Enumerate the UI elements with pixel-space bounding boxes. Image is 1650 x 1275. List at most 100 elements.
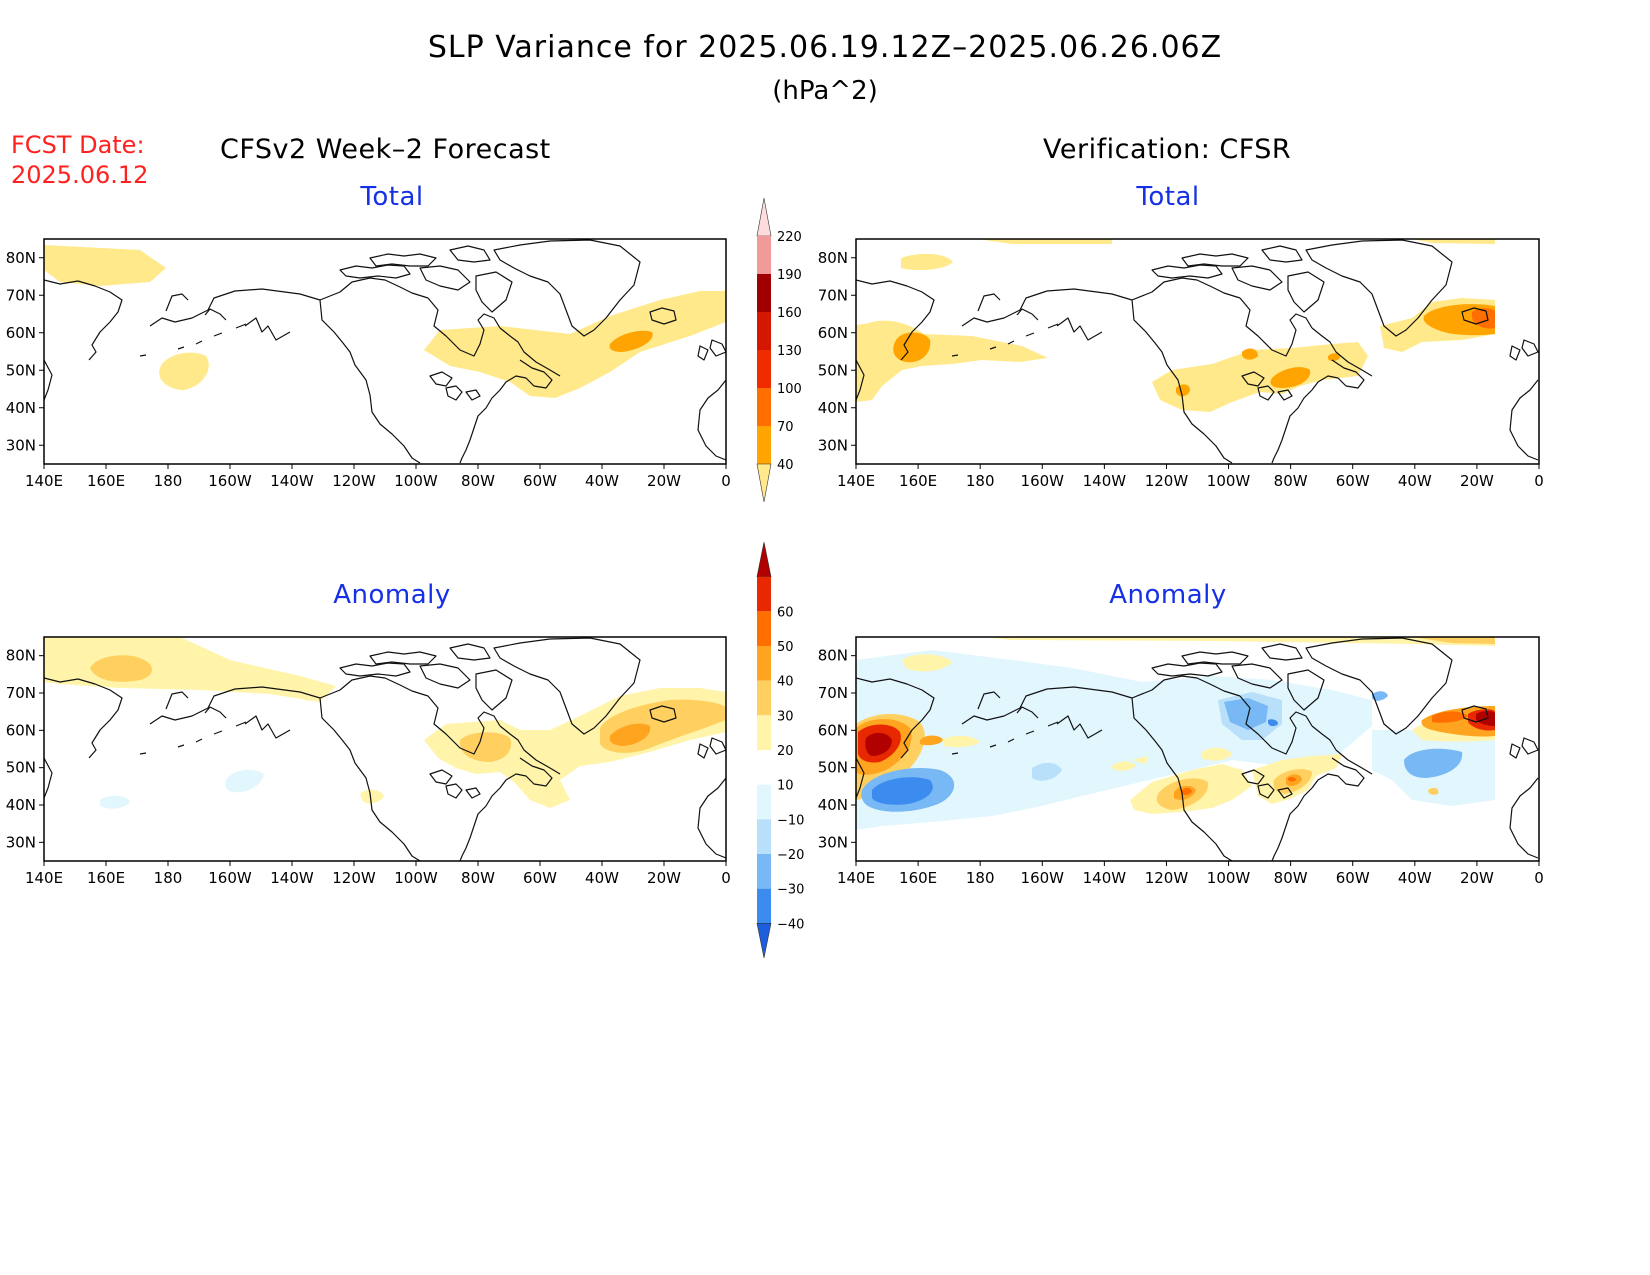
lat-tick-label: 30N <box>6 833 36 851</box>
anomaly-colorbar-label: 60 <box>777 605 794 620</box>
lon-tick-label: 140W <box>1083 472 1127 490</box>
lat-tick-label: 40N <box>6 796 36 814</box>
lat-tick-label: 60N <box>818 324 848 342</box>
colorbar-swatch <box>757 819 771 854</box>
colorbar-swatch <box>756 463 772 503</box>
lon-tick-label: 20W <box>1460 472 1494 490</box>
axes-layer: 140E 160E 180 160W 140W 120W 100W 80W 60W 40W 20W 0… <box>6 249 1544 887</box>
lon-tick-label: 120W <box>1145 869 1189 887</box>
total-colorbar-label: 40 <box>777 458 794 473</box>
lon-tick-label: 140E <box>25 472 63 490</box>
lon-tick-label: 160E <box>899 472 937 490</box>
colorbar-swatch <box>757 715 771 750</box>
lon-tick-label: 160W <box>208 472 252 490</box>
lon-tick-label: 120W <box>1145 472 1189 490</box>
lat-tick-label: 30N <box>818 436 848 454</box>
lon-tick-label: 160E <box>899 869 937 887</box>
anomaly-colorbar-label: 10 <box>777 779 794 794</box>
lon-tick-label: 160W <box>208 869 252 887</box>
colorbar-swatch <box>757 646 771 681</box>
lon-tick-label: 100W <box>394 472 438 490</box>
colorbar-swatch <box>757 576 771 612</box>
forecast-anomaly-map <box>43 636 727 862</box>
colorbar-swatch <box>757 680 771 716</box>
lat-tick-label: 60N <box>6 721 36 739</box>
lon-tick-label: 100W <box>1207 472 1251 490</box>
verification-total-map <box>855 238 1540 465</box>
colorbar-layer: 40 70 100 130 160 190 220 −40 −30 −20 −10 10 20 30 40 5… <box>756 197 804 959</box>
total-colorbar-label: 100 <box>777 382 802 397</box>
lat-tick-label: 50N <box>6 759 36 777</box>
colorbar-swatch <box>757 611 771 646</box>
lat-tick-label: 80N <box>818 249 848 267</box>
verification-anomaly-map <box>855 636 1540 862</box>
fcst-date-label: FCST Date: <box>11 131 145 159</box>
anomaly-colorbar-label: 20 <box>777 744 794 759</box>
total-colorbar-label: 70 <box>777 420 794 435</box>
colorbar-swatch <box>757 312 771 350</box>
lat-tick-label: 40N <box>6 399 36 417</box>
forecast-total-title: Total <box>360 182 424 212</box>
lat-tick-label: 80N <box>818 647 848 665</box>
lon-tick-label: 80W <box>461 472 495 490</box>
total-colorbar-label: 130 <box>777 344 802 359</box>
verification-anomaly-title: Anomaly <box>1109 580 1227 610</box>
anomaly-colorbar-label: −20 <box>777 848 804 863</box>
colorbar-swatch <box>757 854 771 889</box>
lon-tick-label: 20W <box>647 472 681 490</box>
lon-tick-label: 60W <box>523 472 557 490</box>
lon-tick-label: 60W <box>523 869 557 887</box>
lon-tick-label: 120W <box>332 472 376 490</box>
verification-total-title: Total <box>1136 182 1200 212</box>
lon-tick-label: 0 <box>721 869 731 887</box>
lon-tick-label: 100W <box>394 869 438 887</box>
anomaly-colorbar-label: −10 <box>777 813 804 828</box>
lon-tick-label: 180 <box>966 869 995 887</box>
figure-title: SLP Variance for 2025.06.19.12Z–2025.06.… <box>427 30 1223 65</box>
lon-tick-label: 60W <box>1336 869 1370 887</box>
lat-tick-label: 30N <box>6 436 36 454</box>
lon-tick-label: 180 <box>154 869 183 887</box>
colorbar-swatch <box>757 350 771 388</box>
lon-tick-label: 140W <box>1083 869 1127 887</box>
lon-tick-label: 40W <box>1398 869 1432 887</box>
colorbar-swatch <box>757 274 771 312</box>
lat-tick-label: 50N <box>818 759 848 777</box>
lat-tick-label: 50N <box>818 361 848 379</box>
lon-tick-label: 120W <box>332 869 376 887</box>
colorbar-swatch <box>757 750 771 785</box>
lon-tick-label: 40W <box>1398 472 1432 490</box>
anomaly-colorbar-label: 50 <box>777 640 794 655</box>
lon-tick-label: 180 <box>966 472 995 490</box>
lon-tick-label: 160E <box>87 869 125 887</box>
lon-tick-label: 140W <box>270 472 314 490</box>
lat-tick-label: 40N <box>818 796 848 814</box>
colorbar-swatch <box>757 426 771 464</box>
lon-tick-label: 0 <box>1534 869 1544 887</box>
anomaly-colorbar-label: −30 <box>777 883 804 898</box>
total-colorbar-label: 190 <box>777 268 802 283</box>
lon-tick-label: 140W <box>270 869 314 887</box>
lat-tick-label: 50N <box>6 361 36 379</box>
anomaly-colorbar-label: 40 <box>777 675 794 690</box>
lon-tick-label: 0 <box>1534 472 1544 490</box>
lon-tick-label: 40W <box>585 869 619 887</box>
lon-tick-label: 20W <box>647 869 681 887</box>
lon-tick-label: 0 <box>721 472 731 490</box>
fcst-date-block: FCST Date: 2025.06.12 <box>11 130 148 190</box>
lat-tick-label: 60N <box>6 324 36 342</box>
colorbar-swatch <box>756 541 772 577</box>
lon-tick-label: 80W <box>1274 869 1308 887</box>
forecast-column-title: CFSv2 Week–2 Forecast <box>220 134 551 165</box>
lon-tick-label: 160W <box>1021 869 1065 887</box>
forecast-anomaly-title: Anomaly <box>333 580 451 610</box>
lat-tick-label: 30N <box>818 833 848 851</box>
lat-tick-label: 40N <box>818 399 848 417</box>
colorbar-swatch <box>757 888 771 924</box>
lon-tick-label: 80W <box>461 869 495 887</box>
lon-tick-label: 140E <box>837 869 875 887</box>
lon-tick-label: 160W <box>1021 472 1065 490</box>
colorbar-swatch <box>757 236 771 274</box>
verification-column-title: Verification: CFSR <box>1043 134 1292 165</box>
colorbar-swatch <box>756 923 772 959</box>
